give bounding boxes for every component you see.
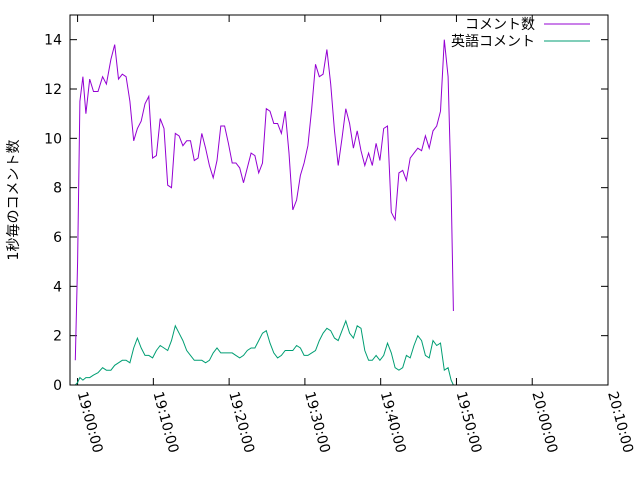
x-tick-label: 19:50:00 [453, 390, 485, 455]
x-tick-label: 19:30:00 [301, 390, 333, 455]
series-lines [74, 39, 454, 386]
x-tick-labels: 19:00:00 19:10:00 19:20:00 19:30:00 19:40:00… [74, 390, 636, 455]
series-line-1 [74, 39, 454, 361]
y-tick-label: 10 [44, 131, 62, 147]
y-tick-label: 6 [53, 230, 62, 246]
legend-label: 英語コメント [451, 33, 535, 50]
plot-frame [69, 14, 609, 386]
axis-ticks [70, 15, 609, 386]
y-tick-label: 2 [53, 329, 62, 345]
y-tick-label: 12 [44, 82, 62, 98]
y-tick-label: 14 [44, 33, 62, 49]
legend-label: コメント数 [465, 17, 535, 33]
series-line-2 [74, 319, 454, 386]
x-tick-label: 20:00:00 [528, 390, 560, 455]
x-tick-label: 19:20:00 [225, 390, 257, 455]
y-tick-label: 0 [53, 378, 62, 394]
y-axis-title: 1秒毎のコメント数 [6, 140, 22, 261]
x-tick-label: 19:40:00 [377, 390, 409, 455]
x-tick-label: 19:10:00 [149, 390, 181, 455]
y-tick-label: 4 [53, 279, 62, 295]
x-tick-label: 20:10:00 [604, 390, 636, 455]
x-tick-label: 19:00:00 [74, 390, 106, 455]
y-tick-labels: 0 2 4 6 8 10 12 14 [44, 33, 62, 394]
y-tick-label: 8 [53, 181, 62, 197]
